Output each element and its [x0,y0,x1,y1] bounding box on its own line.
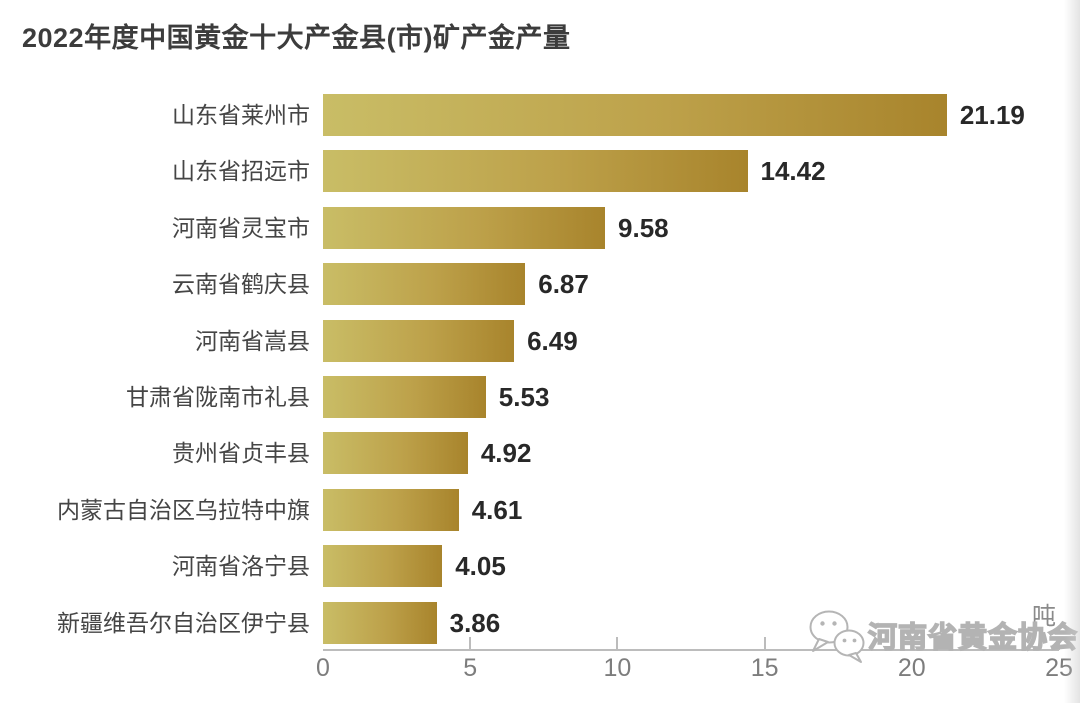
value-label: 3.86 [449,607,501,638]
axis-unit-label: 吨 [1032,603,1056,630]
bar-row: 贵州省贞丰县 4.92 [0,432,1080,475]
page-edge-shade [1064,0,1080,703]
category-label: 山东省招远市 [172,158,310,185]
bar [323,263,526,306]
bar [323,150,748,193]
category-label: 贵州省贞丰县 [172,440,310,467]
axis-tick [616,637,619,650]
bar [323,94,947,136]
value-label: 4.92 [480,438,532,469]
x-axis-line [323,649,1059,651]
category-label: 云南省鹤庆县 [172,271,310,298]
value-label: 9.58 [618,212,669,243]
bar-row: 河南省灵宝市 9.58 [0,206,1080,249]
category-label: 新疆维吾尔自治区伊宁县 [57,609,310,636]
axis-tick-label: 20 [897,654,926,682]
axis-tick [1058,637,1060,650]
value-label: 4.05 [455,551,506,582]
bar [323,432,468,475]
bar [323,545,443,588]
category-label: 河南省灵宝市 [172,214,310,241]
bar-row: 内蒙古自治区乌拉特中旗 4.61 [0,488,1080,531]
category-label: 山东省莱州市 [172,102,310,128]
value-label: 6.87 [538,269,589,300]
bar [323,319,515,362]
bar-row: 甘肃省陇南市礼县 5.53 [0,376,1080,418]
chart-title: 2022年度中国黄金十大产金县(市)矿产金产量 [22,23,571,53]
axis-tick [469,637,472,650]
bar-row: 山东省招远市 14.42 [0,150,1080,193]
axis-tick-label: 5 [463,654,478,682]
axis-tick-label: 10 [603,654,632,682]
value-label: 5.53 [498,382,550,412]
value-label: 21.19 [959,100,1025,130]
axis-tick-label: 15 [750,654,779,682]
value-label: 14.42 [760,156,826,187]
value-label: 4.61 [471,494,523,525]
bar [323,601,437,644]
bar [323,376,486,418]
bar-row: 河南省洛宁县 4.05 [0,545,1080,588]
category-label: 内蒙古自治区乌拉特中旗 [57,496,310,523]
axis-tick [910,637,913,650]
bar [323,488,459,531]
bar-row: 河南省嵩县 6.49 [0,319,1080,362]
category-label: 甘肃省陇南市礼县 [126,384,310,410]
bar-row: 山东省莱州市 21.19 [0,94,1080,136]
category-label: 河南省嵩县 [195,327,310,354]
bar-row: 新疆维吾尔自治区伊宁县 3.86 [0,601,1080,644]
axis-tick-label: 0 [316,654,330,682]
category-label: 河南省洛宁县 [172,553,310,580]
bar-row: 云南省鹤庆县 6.87 [0,263,1080,306]
value-label: 6.49 [527,325,578,356]
axis-tick [763,637,766,650]
bar [323,206,605,249]
